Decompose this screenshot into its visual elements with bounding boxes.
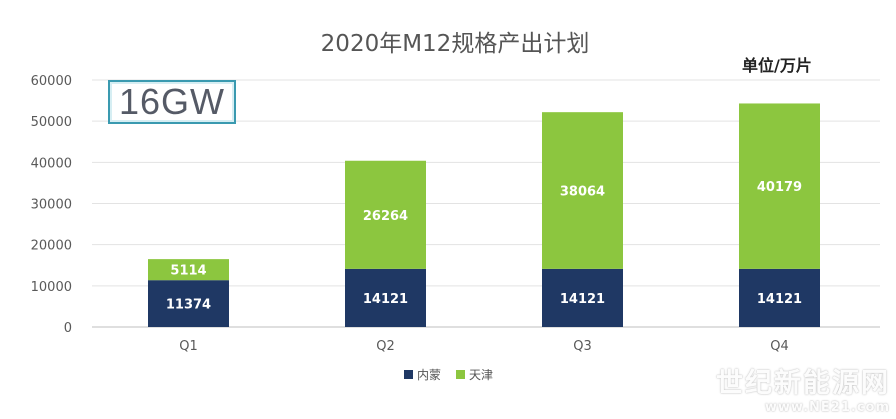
data-label: 26264 [363, 209, 408, 224]
legend: 内蒙 天津 [404, 368, 493, 382]
legend-label: 内蒙 [417, 368, 441, 382]
bar-segment [542, 268, 623, 327]
data-label: 14121 [363, 292, 408, 307]
y-tick-label: 30000 [31, 198, 72, 213]
bar-segment [739, 268, 820, 327]
bar-segment [148, 280, 229, 327]
data-label: 14121 [757, 292, 802, 307]
x-tick-label: Q4 [770, 339, 789, 354]
x-tick-label: Q2 [376, 339, 395, 354]
chart-title: 2020年M12规格产出计划 [321, 31, 590, 57]
bar-layer: 11374 5114 14121 26264 14121 38064 14121 40179 [148, 103, 820, 327]
capacity-badge: 16GW [108, 80, 236, 124]
watermark-url: www.NE21.com [764, 400, 890, 415]
bar-segment [345, 268, 426, 327]
y-tick-label: 20000 [31, 239, 72, 254]
y-tick-label: 40000 [31, 156, 72, 171]
bar-segment [542, 112, 623, 269]
y-tick-label: 0 [64, 321, 72, 336]
watermark: 世纪新能源网 www.NE21.com [716, 361, 890, 415]
data-label: 38064 [560, 185, 605, 200]
bar-segment [739, 103, 820, 269]
data-label: 40179 [757, 180, 802, 195]
data-label: 14121 [560, 292, 605, 307]
data-label: 5114 [170, 264, 206, 279]
legend-swatch [404, 370, 413, 379]
bar-segment [148, 259, 229, 281]
y-tick-label: 50000 [31, 115, 72, 130]
x-tick-label: Q3 [573, 339, 592, 354]
watermark-name: 世纪新能源网 [716, 368, 890, 399]
legend-label: 天津 [469, 368, 493, 382]
legend-swatch [456, 370, 465, 379]
x-tick-label: Q1 [179, 339, 198, 354]
y-axis-tick-labels: 0 10000 20000 30000 40000 50000 60000 [31, 74, 72, 336]
x-axis-tick-labels: Q1 Q2 Q3 Q4 [179, 339, 789, 354]
unit-label: 单位/万片 [742, 56, 812, 75]
bar-segment [345, 160, 426, 269]
data-label: 11374 [166, 298, 211, 313]
y-tick-label: 10000 [31, 280, 72, 295]
y-tick-label: 60000 [31, 74, 72, 89]
